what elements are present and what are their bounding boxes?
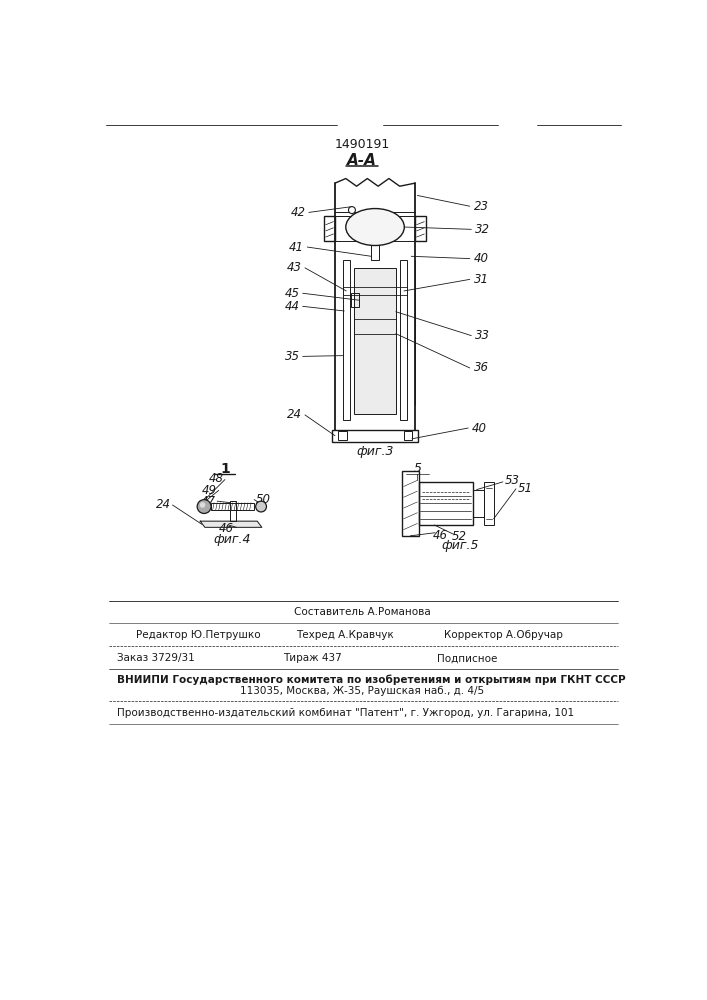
Bar bbox=[338, 431, 346, 440]
Circle shape bbox=[197, 500, 211, 513]
Text: 46: 46 bbox=[219, 522, 234, 535]
Text: Составитель А.Романова: Составитель А.Романова bbox=[293, 607, 431, 617]
Text: 32: 32 bbox=[475, 223, 490, 236]
Text: Редактор Ю.Петрушко: Редактор Ю.Петрушко bbox=[136, 630, 261, 640]
Text: Техред А.Кравчук: Техред А.Кравчук bbox=[296, 630, 395, 640]
Bar bbox=[402, 471, 419, 536]
Bar bbox=[473, 490, 484, 517]
Bar bbox=[230, 501, 235, 521]
Text: Производственно-издательский комбинат "Патент", г. Ужгород, ул. Гагарина, 101: Производственно-издательский комбинат "П… bbox=[117, 708, 574, 718]
Text: 24: 24 bbox=[287, 408, 302, 421]
Text: 51: 51 bbox=[518, 482, 532, 495]
Text: 43: 43 bbox=[287, 261, 302, 274]
Text: Подписное: Подписное bbox=[437, 653, 497, 663]
Text: 48: 48 bbox=[209, 472, 223, 485]
Text: 52: 52 bbox=[452, 530, 467, 543]
Text: 53: 53 bbox=[504, 474, 520, 487]
Text: А-А: А-А bbox=[347, 153, 377, 168]
Bar bbox=[325, 216, 335, 241]
Bar bbox=[419, 482, 473, 525]
Text: 40: 40 bbox=[474, 252, 489, 265]
Text: ВНИИПИ Государственного комитета по изобретениям и открытиям при ГКНТ СССР: ВНИИПИ Государственного комитета по изоб… bbox=[117, 675, 626, 685]
Bar bbox=[343, 260, 350, 420]
Text: 23: 23 bbox=[474, 200, 489, 213]
Text: 49: 49 bbox=[202, 484, 217, 497]
Bar bbox=[332, 430, 418, 442]
Bar bbox=[400, 260, 407, 420]
Text: 35: 35 bbox=[285, 350, 300, 363]
Bar bbox=[371, 241, 379, 260]
Text: 24: 24 bbox=[156, 498, 171, 512]
Circle shape bbox=[349, 207, 356, 214]
Bar bbox=[354, 268, 396, 414]
Text: 41: 41 bbox=[289, 241, 304, 254]
Text: Тираж 437: Тираж 437 bbox=[283, 653, 341, 663]
Text: 1490191: 1490191 bbox=[334, 138, 390, 151]
Text: 42: 42 bbox=[291, 206, 305, 219]
Text: 33: 33 bbox=[475, 329, 490, 342]
Bar bbox=[211, 503, 254, 510]
Text: 46: 46 bbox=[433, 529, 448, 542]
Text: 40: 40 bbox=[472, 422, 487, 434]
Text: фиг.4: фиг.4 bbox=[214, 533, 252, 546]
Text: 1: 1 bbox=[220, 462, 230, 476]
Text: 31: 31 bbox=[474, 273, 489, 286]
Text: 44: 44 bbox=[285, 300, 300, 313]
Circle shape bbox=[256, 501, 267, 512]
Text: 50: 50 bbox=[256, 493, 271, 506]
Text: 113035, Москва, Ж-35, Раушская наб., д. 4/5: 113035, Москва, Ж-35, Раушская наб., д. … bbox=[240, 686, 484, 696]
Text: Заказ 3729/31: Заказ 3729/31 bbox=[117, 653, 195, 663]
Circle shape bbox=[200, 502, 205, 508]
Text: 5: 5 bbox=[414, 462, 421, 475]
Bar bbox=[351, 293, 359, 307]
Bar bbox=[415, 216, 426, 241]
Polygon shape bbox=[200, 521, 262, 527]
Text: 47: 47 bbox=[201, 495, 216, 508]
Text: Корректор А.Обручар: Корректор А.Обручар bbox=[444, 630, 563, 640]
Text: 36: 36 bbox=[474, 361, 489, 374]
Bar bbox=[484, 482, 493, 525]
Bar bbox=[404, 431, 412, 440]
Text: 45: 45 bbox=[285, 287, 300, 300]
Ellipse shape bbox=[346, 209, 404, 246]
Text: фиг.3: фиг.3 bbox=[356, 445, 394, 458]
Text: фиг.5: фиг.5 bbox=[441, 539, 479, 552]
